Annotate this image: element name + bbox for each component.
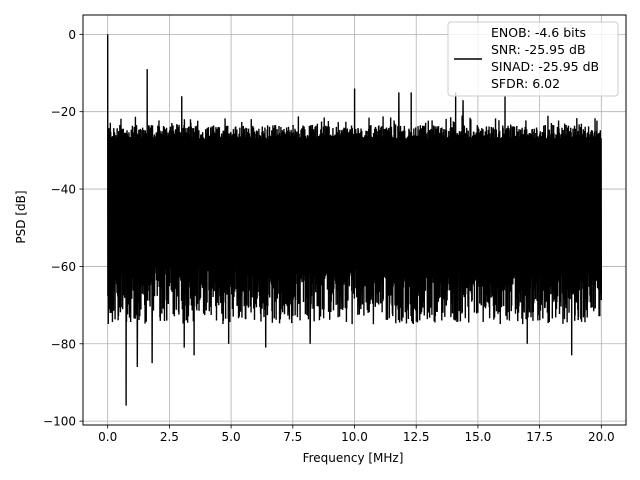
x-tick-label: 10.0: [341, 430, 368, 444]
psd-trace: [106, 34, 603, 406]
y-tick-label: −20: [51, 105, 76, 119]
x-tick-label: 12.5: [403, 430, 430, 444]
legend: ENOB: -4.6 bits SNR: -25.95 dB SINAD: -2…: [447, 21, 619, 97]
x-tick-label: 15.0: [465, 430, 492, 444]
legend-sfdr: SFDR: 6.02: [491, 76, 560, 91]
y-axis-label: PSD [dB]: [14, 190, 28, 243]
y-tick-label: −40: [51, 183, 76, 197]
x-tick-label: 7.5: [283, 430, 302, 444]
x-tick-label: 2.5: [160, 430, 179, 444]
legend-enob: ENOB: -4.6 bits: [491, 25, 586, 40]
x-tick-label: 20.0: [588, 430, 615, 444]
legend-box: [447, 21, 619, 97]
y-tick-label: −100: [43, 415, 76, 429]
x-tick-label: 17.5: [526, 430, 553, 444]
x-tick-label: 5.0: [222, 430, 241, 444]
y-tick-label: −80: [51, 337, 76, 351]
x-tick-label: 0.0: [98, 430, 117, 444]
x-axis-label: Frequency [MHz]: [303, 451, 404, 465]
y-axis-ticks: 0 −20 −40 −60 −80 −100: [43, 28, 83, 429]
legend-snr: SNR: -25.95 dB: [491, 42, 586, 57]
legend-sinad: SINAD: -25.95 dB: [491, 59, 599, 74]
y-tick-label: 0: [68, 28, 76, 42]
y-tick-label: −60: [51, 260, 76, 274]
psd-series-line: [106, 34, 603, 406]
x-axis-ticks: 0.0 2.5 5.0 7.5 10.0 12.5 15.0 17.5 20.0: [98, 425, 615, 444]
